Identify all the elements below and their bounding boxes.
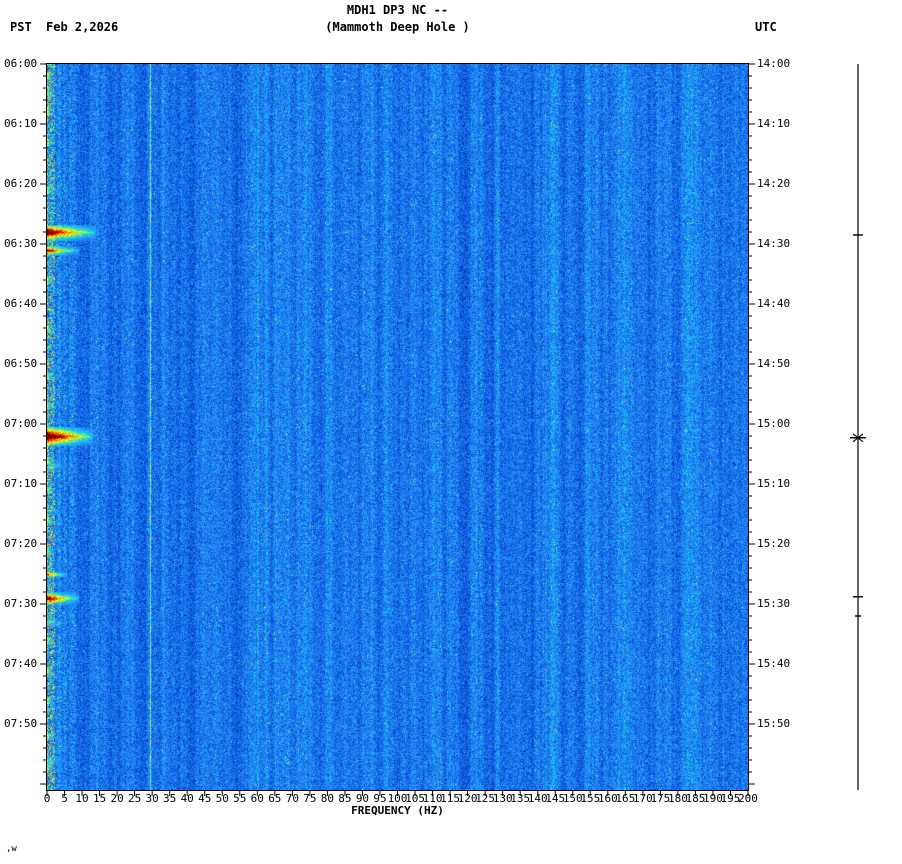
freq-tick-label: 195 xyxy=(720,792,741,805)
time-label-right: 15:30 xyxy=(757,597,791,610)
freq-tick-label: 85 xyxy=(338,792,352,805)
freq-tick-label: 120 xyxy=(457,792,478,805)
corner-mark: ,w xyxy=(6,844,17,854)
freq-tick-label: 165 xyxy=(615,792,636,805)
time-label-right: 14:30 xyxy=(757,237,791,250)
time-label-right: 15:00 xyxy=(757,417,791,430)
freq-tick-label: 200 xyxy=(738,792,758,805)
freq-tick-label: 75 xyxy=(303,792,317,805)
freq-tick-label: 135 xyxy=(510,792,531,805)
time-label-right: 14:20 xyxy=(757,177,791,190)
freq-tick-label: 40 xyxy=(180,792,194,805)
freq-tick-label: 10 xyxy=(75,792,89,805)
time-label-right: 14:50 xyxy=(757,357,791,370)
freq-tick-label: 70 xyxy=(285,792,299,805)
freq-tick-label: 25 xyxy=(128,792,142,805)
time-label-left: 07:30 xyxy=(4,597,38,610)
freq-tick-label: 180 xyxy=(667,792,688,805)
freq-tick-label: 60 xyxy=(250,792,264,805)
x-axis-title: FREQUENCY (HZ) xyxy=(351,804,444,817)
freq-tick-label: 0 xyxy=(43,792,51,805)
time-label-left: 06:40 xyxy=(4,297,38,310)
freq-tick-label: 160 xyxy=(597,792,618,805)
date-label: Feb 2,2026 xyxy=(46,20,119,34)
spectrogram-canvas xyxy=(47,64,748,790)
time-label-left: 06:50 xyxy=(4,357,38,370)
time-label-left: 07:40 xyxy=(4,657,38,670)
time-label-left: 06:20 xyxy=(4,177,38,190)
freq-tick-label: 100 xyxy=(387,792,408,805)
freq-tick-label: 115 xyxy=(440,792,460,805)
freq-tick-label: 110 xyxy=(422,792,443,805)
freq-tick-label: 80 xyxy=(320,792,335,805)
freq-tick-label: 35 xyxy=(163,792,177,805)
freq-tick-label: 20 xyxy=(110,792,124,805)
time-label-right: 14:10 xyxy=(757,117,791,130)
time-label-left: 07:50 xyxy=(4,717,38,730)
freq-tick-label: 15 xyxy=(92,792,107,805)
time-label-left: 07:00 xyxy=(4,417,38,430)
freq-tick-label: 130 xyxy=(492,792,513,805)
freq-tick-label: 105 xyxy=(405,792,425,805)
freq-tick-label: 185 xyxy=(685,792,706,805)
time-label-left: 06:30 xyxy=(4,237,38,250)
station-subtitle: (Mammoth Deep Hole ) xyxy=(325,20,470,34)
freq-tick-label: 30 xyxy=(145,792,159,805)
spectrogram-plot xyxy=(46,63,749,791)
time-label-left: 07:10 xyxy=(4,477,38,490)
time-label-right: 14:00 xyxy=(757,57,791,70)
freq-tick-label: 125 xyxy=(475,792,496,805)
timezone-left-label: PST xyxy=(10,20,32,34)
freq-tick-label: 175 xyxy=(650,792,671,805)
time-label-right: 15:10 xyxy=(757,477,791,490)
freq-tick-label: 155 xyxy=(580,792,601,805)
freq-tick-label: 45 xyxy=(198,792,212,805)
freq-tick-label: 140 xyxy=(527,792,548,805)
time-label-right: 15:20 xyxy=(757,537,791,550)
freq-tick-label: 145 xyxy=(545,792,566,805)
freq-tick-label: 90 xyxy=(355,792,370,805)
time-label-right: 15:40 xyxy=(757,657,791,670)
freq-tick-label: 5 xyxy=(61,792,68,805)
freq-tick-label: 150 xyxy=(562,792,583,805)
freq-tick-label: 55 xyxy=(233,792,247,805)
freq-tick-label: 190 xyxy=(703,792,723,805)
freq-tick-label: 65 xyxy=(268,792,282,805)
freq-tick-label: 95 xyxy=(373,792,387,805)
time-label-right: 15:50 xyxy=(757,717,791,730)
time-label-left: 06:10 xyxy=(4,117,38,130)
time-label-left: 07:20 xyxy=(4,537,38,550)
time-label-left: 06:00 xyxy=(4,57,38,70)
station-title: MDH1 DP3 NC -- xyxy=(346,3,449,17)
timezone-right-label: UTC xyxy=(755,20,777,34)
freq-tick-label: 50 xyxy=(215,792,229,805)
time-label-right: 14:40 xyxy=(757,297,791,310)
freq-tick-label: 170 xyxy=(632,792,653,805)
